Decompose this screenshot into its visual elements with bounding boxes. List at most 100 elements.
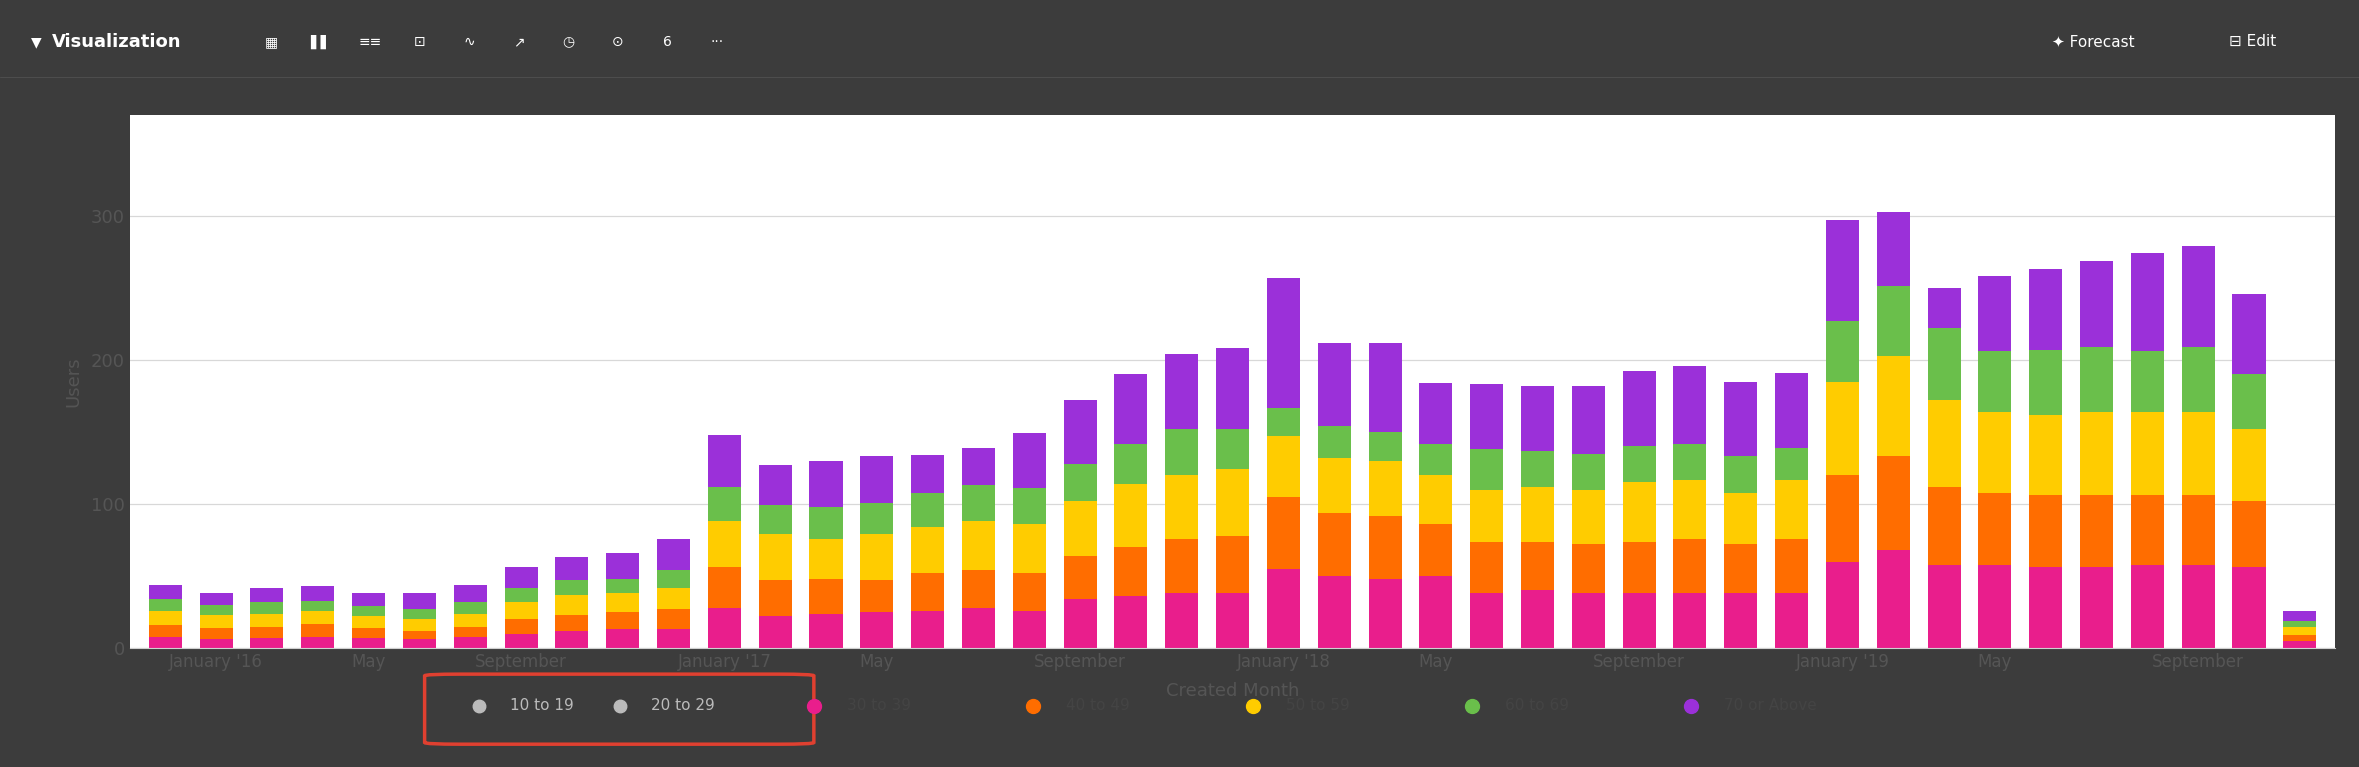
Bar bbox=[1470, 489, 1503, 542]
Bar bbox=[1064, 599, 1097, 648]
Bar bbox=[1623, 371, 1656, 446]
Bar bbox=[403, 609, 436, 619]
Text: ▦: ▦ bbox=[264, 35, 278, 49]
Bar bbox=[2130, 565, 2163, 648]
Bar bbox=[1165, 538, 1198, 594]
Bar bbox=[250, 638, 283, 648]
Bar bbox=[2182, 246, 2215, 347]
Bar bbox=[1673, 443, 1706, 479]
Bar bbox=[708, 522, 741, 568]
Bar bbox=[1368, 461, 1401, 515]
Bar bbox=[1623, 542, 1656, 594]
Bar bbox=[403, 594, 436, 609]
Bar bbox=[2081, 495, 2114, 568]
Bar bbox=[1522, 591, 1555, 648]
Bar bbox=[149, 611, 182, 625]
Bar bbox=[1165, 476, 1198, 538]
Bar bbox=[1420, 524, 1453, 576]
Bar bbox=[453, 602, 486, 614]
Bar bbox=[1571, 489, 1604, 545]
Bar bbox=[658, 588, 691, 609]
Bar bbox=[2182, 565, 2215, 648]
Text: ◷: ◷ bbox=[561, 35, 576, 49]
Bar bbox=[1113, 596, 1146, 648]
Bar bbox=[1979, 276, 2012, 351]
Bar bbox=[554, 581, 587, 595]
Bar bbox=[2284, 641, 2317, 648]
Bar bbox=[1368, 343, 1401, 432]
Bar bbox=[351, 617, 385, 628]
Bar bbox=[606, 579, 639, 594]
Text: ▼: ▼ bbox=[31, 35, 42, 49]
Bar bbox=[149, 584, 182, 599]
Bar bbox=[149, 637, 182, 648]
Bar bbox=[1927, 328, 1960, 400]
Bar bbox=[1215, 535, 1250, 594]
Bar bbox=[809, 614, 842, 648]
Bar bbox=[1522, 542, 1555, 591]
Bar bbox=[809, 538, 842, 579]
Bar bbox=[250, 627, 283, 638]
Bar bbox=[1673, 594, 1706, 648]
Bar bbox=[2081, 347, 2114, 412]
Bar bbox=[911, 611, 944, 648]
Bar bbox=[1673, 366, 1706, 443]
Bar bbox=[1012, 524, 1045, 573]
Bar bbox=[1571, 453, 1604, 489]
Bar bbox=[1878, 287, 1911, 356]
Bar bbox=[1215, 469, 1250, 535]
Bar bbox=[861, 535, 894, 581]
Bar bbox=[250, 588, 283, 602]
Bar bbox=[809, 461, 842, 507]
Bar bbox=[2284, 627, 2317, 635]
Bar bbox=[1927, 565, 1960, 648]
Bar bbox=[2130, 495, 2163, 565]
Bar bbox=[351, 607, 385, 617]
Bar bbox=[1927, 400, 1960, 487]
Bar bbox=[760, 505, 793, 535]
Bar bbox=[2029, 568, 2062, 648]
Bar bbox=[2232, 429, 2265, 501]
Bar bbox=[250, 614, 283, 627]
Text: 30 to 39: 30 to 39 bbox=[847, 698, 911, 713]
Bar bbox=[1319, 343, 1352, 426]
Bar bbox=[1267, 436, 1300, 497]
Bar bbox=[1826, 561, 1859, 648]
Bar bbox=[1927, 487, 1960, 565]
Bar bbox=[453, 637, 486, 648]
Bar bbox=[2232, 374, 2265, 429]
Text: ⊙: ⊙ bbox=[613, 35, 623, 49]
Bar bbox=[554, 595, 587, 615]
Bar bbox=[2081, 261, 2114, 347]
Bar bbox=[861, 612, 894, 648]
Bar bbox=[861, 456, 894, 502]
Bar bbox=[1064, 556, 1097, 599]
Bar bbox=[302, 601, 335, 611]
Bar bbox=[1623, 594, 1656, 648]
Bar bbox=[658, 609, 691, 630]
Bar bbox=[351, 638, 385, 648]
Bar bbox=[1064, 400, 1097, 464]
Bar bbox=[606, 553, 639, 579]
Bar bbox=[1064, 501, 1097, 556]
Bar bbox=[2130, 412, 2163, 495]
Bar bbox=[1215, 429, 1250, 469]
X-axis label: Created Month: Created Month bbox=[1165, 682, 1300, 700]
Bar bbox=[505, 619, 538, 634]
Bar bbox=[1774, 538, 1807, 594]
Bar bbox=[1165, 429, 1198, 476]
Bar bbox=[658, 571, 691, 588]
Bar bbox=[606, 612, 639, 630]
Bar bbox=[1724, 545, 1757, 594]
Bar bbox=[1979, 412, 2012, 492]
Bar bbox=[1571, 545, 1604, 594]
Bar bbox=[1267, 278, 1300, 407]
Bar bbox=[1927, 288, 1960, 328]
Bar bbox=[505, 602, 538, 619]
Bar bbox=[302, 586, 335, 601]
Bar bbox=[1522, 386, 1555, 451]
Bar bbox=[1571, 386, 1604, 453]
Bar bbox=[1724, 594, 1757, 648]
Bar bbox=[708, 487, 741, 522]
Bar bbox=[1420, 476, 1453, 524]
